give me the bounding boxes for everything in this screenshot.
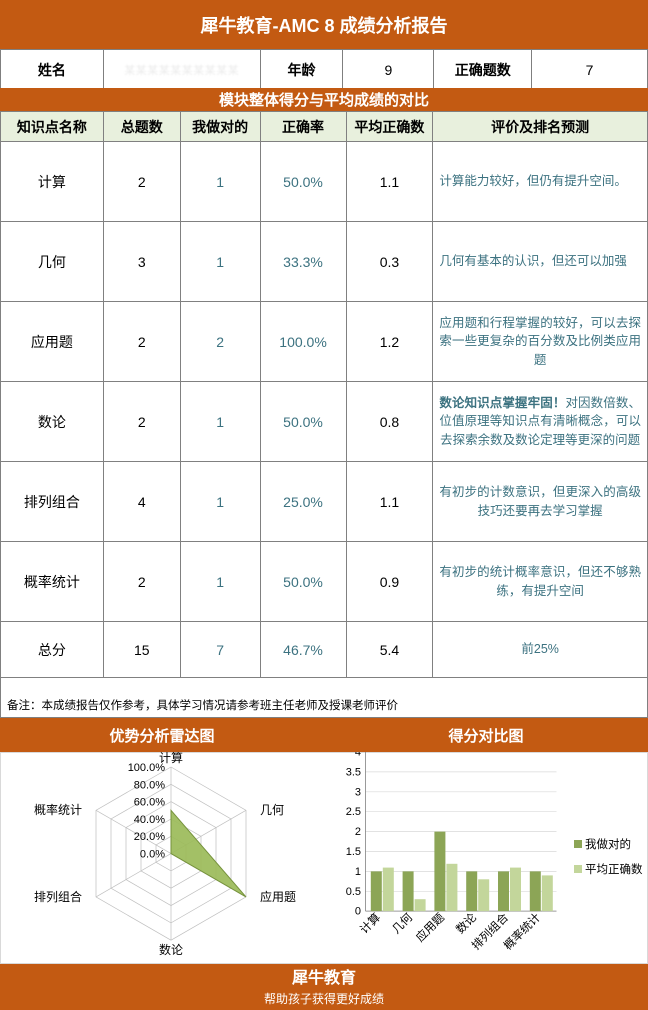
svg-text:数论: 数论: [453, 910, 480, 937]
svg-text:2.5: 2.5: [346, 806, 361, 818]
svg-text:100.0%: 100.0%: [128, 762, 166, 774]
svg-text:1: 1: [355, 866, 361, 878]
svg-text:3: 3: [355, 786, 361, 798]
svg-text:我做对的: 我做对的: [585, 837, 631, 851]
svg-text:4: 4: [355, 752, 361, 759]
svg-text:平均正确数: 平均正确数: [585, 862, 643, 876]
svg-text:概率统计: 概率统计: [34, 802, 82, 817]
svg-text:0: 0: [355, 906, 361, 918]
svg-text:60.0%: 60.0%: [134, 797, 165, 809]
svg-text:几何: 几何: [390, 911, 416, 937]
svg-text:排列组合: 排列组合: [34, 889, 82, 904]
svg-text:几何: 几何: [260, 803, 284, 817]
svg-text:应用题: 应用题: [260, 889, 296, 904]
svg-text:3.5: 3.5: [346, 766, 361, 778]
svg-text:0.0%: 0.0%: [140, 849, 165, 861]
svg-text:数论: 数论: [159, 942, 183, 957]
svg-text:40.0%: 40.0%: [134, 814, 165, 826]
svg-text:2: 2: [355, 826, 361, 838]
svg-text:20.0%: 20.0%: [134, 831, 165, 843]
svg-text:1.5: 1.5: [346, 846, 361, 858]
svg-text:0.5: 0.5: [346, 886, 361, 898]
svg-text:应用题: 应用题: [413, 910, 448, 945]
svg-text:80.0%: 80.0%: [134, 779, 165, 791]
